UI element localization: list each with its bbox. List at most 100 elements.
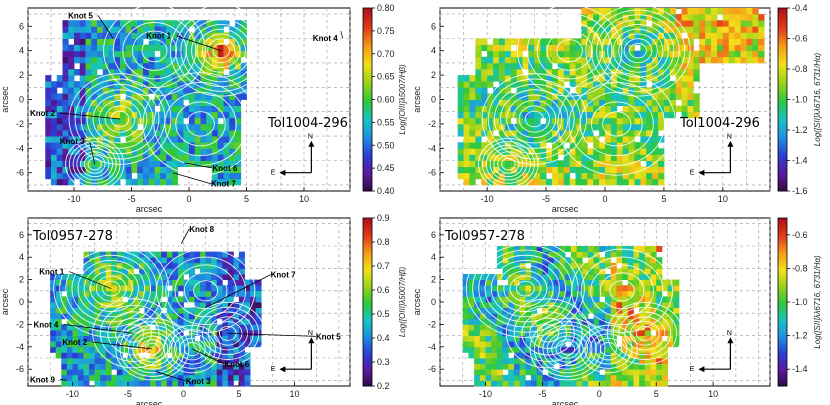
colorbar: 0.9 0.8 0.7 0.6 0.5 0.4 0.3 0.2 Log([OIII]λ5007/… xyxy=(362,213,407,391)
x-tick-label: 5 xyxy=(236,389,241,399)
y-tick-label: -4 xyxy=(428,342,436,352)
x-tick-label: 0 xyxy=(181,389,186,399)
y-tick-labels: 6 4 2 0 -2 -4 -6 xyxy=(16,230,32,374)
knot-label: Knot 3 xyxy=(186,377,211,386)
y-tick-label: -6 xyxy=(428,168,436,178)
colorbar-tick-label: -0.6 xyxy=(792,230,808,240)
colorbar-tick-label: 0.65 xyxy=(377,72,395,82)
y-tick-label: 2 xyxy=(431,70,436,80)
y-tick-label: 0 xyxy=(431,297,436,307)
x-tick-labels: -10 -5 0 5 10 xyxy=(67,187,309,204)
knot-label: Knot 6 xyxy=(224,360,249,369)
knot-label: Knot 4 xyxy=(313,34,338,43)
colorbar-tick-label: 0.40 xyxy=(377,186,395,196)
colorbar-tick-label: -0.8 xyxy=(792,263,808,273)
knot-label: Knot 7 xyxy=(211,180,236,189)
colorbar-tick-label: 0.9 xyxy=(377,213,390,223)
y-tick-label: 4 xyxy=(431,252,436,262)
colorbar-tick-label: 0.45 xyxy=(377,163,395,173)
x-tick-label: -10 xyxy=(479,389,492,399)
compass-north-label: N xyxy=(727,134,732,141)
x-tick-label: 10 xyxy=(289,389,299,399)
x-tick-label: -10 xyxy=(67,194,80,204)
y-tick-label: 0 xyxy=(431,95,436,105)
colorbar-tick-label: 0.3 xyxy=(377,357,390,367)
y-tick-label: -4 xyxy=(16,143,24,153)
y-tick-label: 6 xyxy=(19,230,24,240)
colorbar: -0.6 -0.8 -1.0 -1.2 -1.4 Log([SII]λλ6716, 673… xyxy=(777,217,822,387)
colorbar-tick-label: 0.70 xyxy=(377,49,395,59)
colorbar-label: Log([OIII]λ5007/Hβ) xyxy=(398,64,407,135)
y-tick-label: -4 xyxy=(16,342,24,352)
x-tick-label: 10 xyxy=(299,194,309,204)
colorbar: -0.4 -0.6 -0.8 -1.0 -1.2 -1.4 -1.6 Log([SII]λλ6… xyxy=(777,3,822,196)
colorbar-label: Log([SII]λλ6716, 6731/Hα) xyxy=(813,52,822,146)
compass: NE xyxy=(271,134,315,177)
panel-p4: -10 -5 0 5 10 6 4 2 0 -2 -4 -6 arcsec arcsec Tol0957-2… xyxy=(412,217,822,405)
x-axis-label: arcsec xyxy=(552,399,579,405)
y-tick-label: 4 xyxy=(19,46,24,56)
colorbar-tick-label: -0.4 xyxy=(792,3,808,13)
knot-label: Knot 4 xyxy=(33,320,58,329)
x-tick-label: 10 xyxy=(718,194,728,204)
x-tick-label: 0 xyxy=(186,194,191,204)
colorbar-label: Log([OIII]λ5007/Hβ) xyxy=(398,267,407,338)
x-tick-label: 5 xyxy=(244,194,249,204)
colorbar-tick-label: -1.0 xyxy=(792,95,808,105)
colorbar-label: Log([SII]λλ6716, 6731/Hα) xyxy=(813,255,822,349)
x-tick-label: 5 xyxy=(654,389,659,399)
colorbar-tick-label: -1.4 xyxy=(792,156,808,166)
colorbar-tick-label: 0.50 xyxy=(377,140,395,150)
compass-north-label: N xyxy=(727,330,732,337)
knot-label: Knot 9 xyxy=(30,375,55,384)
contours xyxy=(65,4,273,191)
knot-label: Knot 2 xyxy=(62,338,87,347)
y-tick-label: -2 xyxy=(16,319,24,329)
y-tick-label: 4 xyxy=(431,46,436,56)
colorbar-tick-label: -0.6 xyxy=(792,34,808,44)
colorbar-tick-label: -1.2 xyxy=(792,125,808,135)
galaxy-name: Tol0957-278 xyxy=(32,229,113,244)
x-axis-label: arcsec xyxy=(136,204,163,214)
colorbar-tick-label: 0.60 xyxy=(377,95,395,105)
colorbar-tick-label: 0.4 xyxy=(377,333,390,343)
colorbar: 0.80 0.75 0.70 0.65 0.60 0.55 0.50 0.45 0.40 Log(… xyxy=(362,3,407,196)
y-tick-label: -6 xyxy=(428,364,436,374)
x-tick-label: 0 xyxy=(597,389,602,399)
y-tick-label: 6 xyxy=(431,21,436,31)
y-tick-label: 2 xyxy=(19,70,24,80)
colorbar-tick-label: -1.4 xyxy=(792,364,808,374)
x-tick-labels: -10 -5 0 5 10 xyxy=(479,382,718,399)
compass-east-label: E xyxy=(271,170,276,177)
knot-label: Knot 3 xyxy=(60,137,85,146)
compass-north-label: N xyxy=(308,134,313,141)
contours xyxy=(53,239,265,381)
x-axis-label: arcsec xyxy=(136,399,163,405)
y-tick-label: 4 xyxy=(19,252,24,262)
knot-label: Knot 7 xyxy=(271,271,296,280)
y-tick-label: -6 xyxy=(16,364,24,374)
compass-north-label: N xyxy=(308,330,313,337)
y-axis-label: arcsec xyxy=(0,86,10,113)
y-tick-label: -2 xyxy=(428,119,436,129)
y-tick-label: 0 xyxy=(19,297,24,307)
x-tick-label: -10 xyxy=(66,389,79,399)
colorbar-tick-label: -0.8 xyxy=(792,64,808,74)
knot-label: Knot 1 xyxy=(39,268,64,277)
colorbar-tick-label: 0.2 xyxy=(377,381,390,391)
galaxy-name: Tol1004-296 xyxy=(267,116,348,131)
y-tick-label: -2 xyxy=(16,119,24,129)
y-axis-label: arcsec xyxy=(412,288,422,315)
colorbar-tick-label: 0.5 xyxy=(377,309,390,319)
x-tick-label: -5 xyxy=(542,194,550,204)
colorbar-tick-label: -1.2 xyxy=(792,331,808,341)
x-tick-label: 0 xyxy=(602,194,607,204)
colorbar-tick-label: -1.0 xyxy=(792,297,808,307)
knot-label: Knot 1 xyxy=(146,32,171,41)
knot-label: Knot 8 xyxy=(189,225,214,234)
y-tick-label: 2 xyxy=(431,275,436,285)
compass-east-label: E xyxy=(271,366,276,373)
y-tick-label: 2 xyxy=(19,275,24,285)
galaxy-name: Tol1004-296 xyxy=(679,116,760,131)
contours xyxy=(478,4,691,191)
